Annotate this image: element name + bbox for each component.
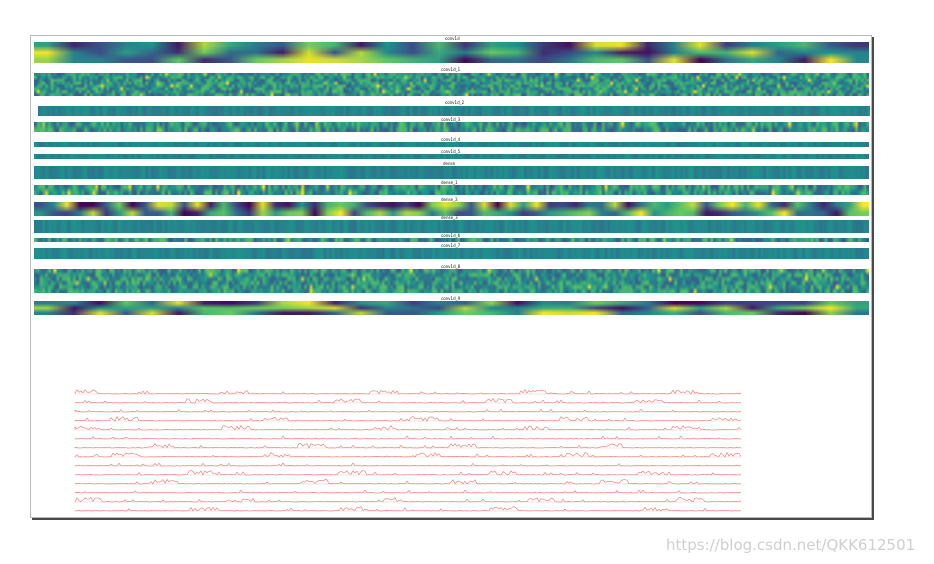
heatmap-cells xyxy=(34,154,869,159)
heatmap-strip xyxy=(34,142,869,147)
heatmap-title: conv1d_3 xyxy=(441,117,461,122)
waveform-series xyxy=(74,425,742,431)
heatmap-title: conv1d_4 xyxy=(441,137,461,142)
waveform-series xyxy=(74,462,742,467)
heatmap-strip xyxy=(34,248,869,259)
heatmap-title: conv1d_8 xyxy=(441,264,461,269)
waveform-series xyxy=(74,451,742,458)
heatmap-strip xyxy=(34,166,869,179)
heatmap-cells xyxy=(34,269,869,293)
heatmap-title: conv1d_5 xyxy=(441,149,461,154)
heatmap-title: dense_1 xyxy=(441,180,458,185)
waveform-series xyxy=(74,443,742,449)
watermark-text: https://blog.csdn.net/QKK612501 xyxy=(666,536,916,554)
heatmap-strip xyxy=(34,238,869,242)
waveform-series xyxy=(74,435,742,440)
heatmap-cells xyxy=(34,220,869,233)
heatmap-title: conv1d_9 xyxy=(441,296,461,301)
heatmap-cells xyxy=(34,122,869,132)
heatmap-cells xyxy=(34,238,869,242)
waveform-series xyxy=(74,470,742,476)
heatmap-cells xyxy=(34,42,869,63)
heatmap-title: dense_2 xyxy=(441,197,458,202)
waveform-series xyxy=(74,415,742,422)
heatmap-strip xyxy=(34,73,869,96)
heatmap-strip xyxy=(34,154,869,159)
heatmap-title: conv1d_6 xyxy=(441,233,461,238)
waveform-series xyxy=(74,408,742,413)
heatmap-cells xyxy=(34,248,869,259)
heatmap-strip xyxy=(34,122,869,132)
heatmap-strip xyxy=(34,185,869,195)
waveform-series xyxy=(74,489,742,494)
activation-waveforms xyxy=(71,386,751,517)
waveform-series xyxy=(74,389,741,395)
waveform-series xyxy=(74,398,742,404)
heatmap-strip xyxy=(34,42,869,63)
heatmap-cells xyxy=(38,106,870,116)
heatmap-title: conv1d_1 xyxy=(441,67,461,72)
heatmap-title: dense_3 xyxy=(441,215,458,220)
waveform-svg xyxy=(74,389,742,512)
heatmap-strip xyxy=(34,220,869,233)
heatmap-title: conv1d_2 xyxy=(445,100,465,105)
heatmap-cells xyxy=(34,185,869,195)
heatmap-title: dense xyxy=(443,161,456,166)
heatmap-cells xyxy=(34,73,869,96)
waveform-series xyxy=(74,497,742,503)
heatmap-title: conv1d xyxy=(445,36,460,41)
heatmap-strip xyxy=(34,301,869,315)
heatmap-cells xyxy=(34,301,869,315)
heatmap-strip xyxy=(34,202,869,216)
heatmap-title: conv1d_7 xyxy=(441,243,461,248)
waveform-series xyxy=(74,506,742,512)
heatmap-cells xyxy=(34,202,869,216)
waveform-series xyxy=(74,478,741,485)
heatmap-cells xyxy=(34,166,869,179)
heatmap-strip xyxy=(34,269,869,293)
heatmap-strip xyxy=(38,106,870,116)
heatmap-cells xyxy=(34,142,869,147)
